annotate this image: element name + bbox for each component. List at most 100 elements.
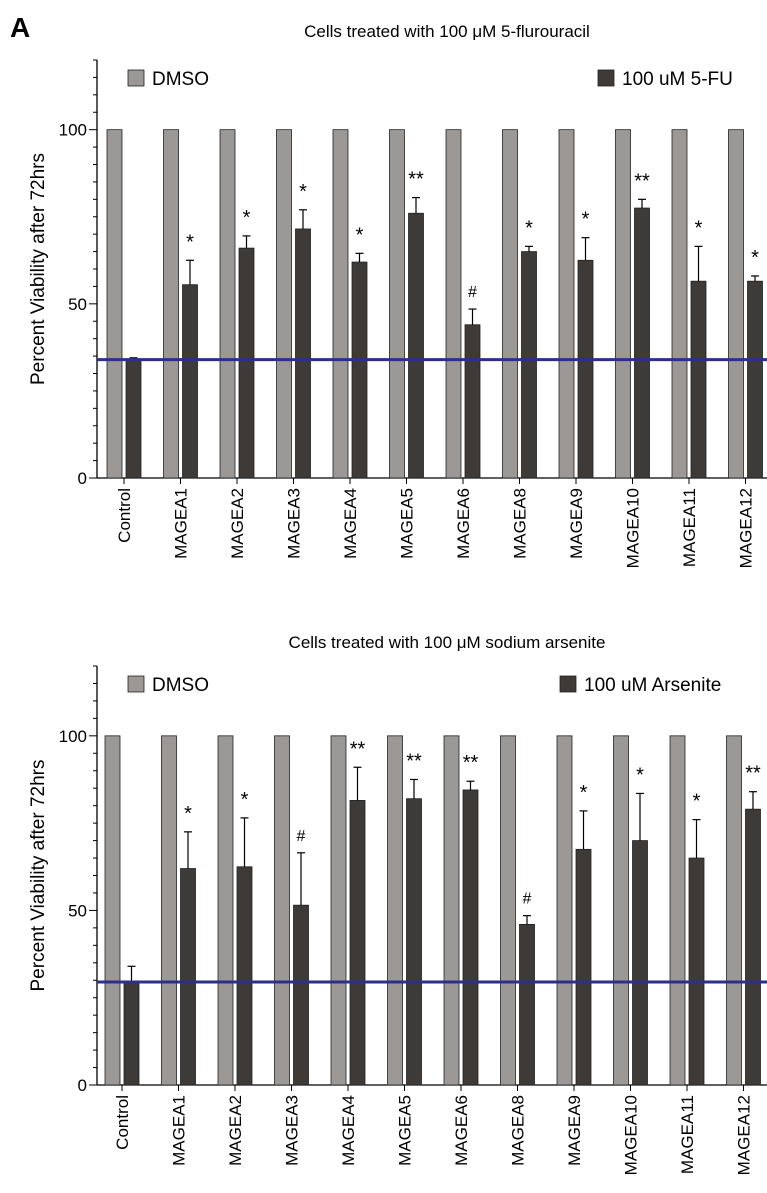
- chart-arsenite: Cells treated with 100 μM sodium arsenit…: [28, 633, 767, 1175]
- x-tick-label: MAGEA9: [565, 1095, 584, 1166]
- x-tick-label: MAGEA2: [226, 1095, 245, 1166]
- y-axis-label: Percent Viability after 72hrs: [28, 153, 49, 385]
- significance-label: *: [356, 224, 364, 246]
- chart-5fu: Cells treated with 100 μM 5-flurouracil P…: [28, 22, 767, 568]
- bar-treated-magea10: [632, 840, 648, 1086]
- bar-dmso-magea1: [161, 735, 177, 1086]
- x-tick-label: MAGEA3: [285, 488, 304, 559]
- x-tick-label: MAGEA3: [283, 1095, 302, 1166]
- y-tick-label: 100: [59, 727, 87, 746]
- x-tick-label: MAGEA8: [509, 1095, 528, 1166]
- bar-treated-magea1: [180, 868, 196, 1086]
- bar-treated-magea8: [521, 251, 537, 479]
- y-tick-label: 100: [59, 121, 87, 140]
- bar-dmso-magea6: [445, 129, 462, 479]
- bar-dmso-magea12: [728, 129, 744, 479]
- bar-treated-magea6: [464, 324, 481, 479]
- y-tick-label: 50: [68, 901, 87, 920]
- bar-dmso-control: [104, 735, 121, 1086]
- x-tick-label: Control: [115, 488, 134, 543]
- y-tick-label: 0: [78, 469, 87, 488]
- bar-treated-magea9: [575, 848, 592, 1086]
- bar-treated-magea3: [293, 904, 309, 1086]
- significance-label: *: [636, 764, 644, 786]
- x-tick-label: MAGEA2: [228, 488, 247, 559]
- significance-label: *: [695, 217, 703, 239]
- x-tick-label: MAGEA12: [735, 1095, 754, 1175]
- bar-treated-magea6: [462, 789, 479, 1086]
- significance-label: *: [241, 789, 249, 811]
- significance-label: #: [297, 828, 306, 845]
- significance-label: **: [634, 170, 650, 192]
- legend-swatch-treated: [559, 675, 577, 693]
- significance-label: #: [468, 284, 477, 301]
- bar-dmso-control: [106, 129, 123, 479]
- bar-dmso-magea10: [615, 129, 631, 479]
- y-tick-label: 50: [68, 295, 87, 314]
- x-tick-label: Control: [113, 1095, 132, 1150]
- bar-treated-magea4: [349, 800, 366, 1086]
- legend-label-dmso: DMSO: [152, 69, 209, 90]
- bar-dmso-magea4: [332, 129, 349, 479]
- significance-label: **: [463, 752, 479, 774]
- legend-swatch-dmso: [127, 69, 145, 87]
- bar-dmso-magea2: [217, 735, 234, 1086]
- x-tick-label: MAGEA8: [511, 488, 530, 559]
- bar-dmso-magea11: [669, 735, 686, 1086]
- legend-label-dmso: DMSO: [152, 675, 209, 696]
- bar-dmso-magea3: [274, 735, 290, 1086]
- bar-treated-magea3: [295, 228, 311, 479]
- bar-treated-magea11: [688, 857, 705, 1086]
- significance-label: *: [693, 791, 701, 813]
- x-tick-label: MAGEA11: [678, 1095, 697, 1174]
- bar-treated-control: [123, 981, 140, 1086]
- significance-label: *: [580, 782, 588, 804]
- significance-label: **: [406, 750, 422, 772]
- y-axis-label: Percent Viability after 72hrs: [28, 760, 49, 992]
- bar-dmso-magea5: [389, 129, 405, 479]
- panel-label: A: [10, 12, 30, 43]
- significance-label: *: [184, 803, 192, 825]
- significance-label: #: [523, 891, 532, 908]
- bar-dmso-magea8: [502, 129, 518, 479]
- legend-label-treated: 100 uM Arsenite: [584, 675, 721, 696]
- x-tick-label: MAGEA6: [452, 1095, 471, 1166]
- chart-title: Cells treated with 100 μM 5-flurouracil: [304, 22, 590, 41]
- bar-treated-magea12: [747, 280, 763, 479]
- bar-treated-magea9: [577, 259, 594, 479]
- bar-dmso-magea12: [726, 735, 742, 1086]
- legend-swatch-treated: [597, 69, 615, 87]
- x-tick-label: MAGEA1: [170, 1095, 189, 1166]
- bar-dmso-magea1: [163, 129, 179, 479]
- bar-dmso-magea3: [276, 129, 292, 479]
- bar-dmso-magea5: [387, 735, 403, 1086]
- x-tick-label: MAGEA1: [172, 488, 191, 559]
- x-tick-label: MAGEA6: [454, 488, 473, 559]
- legend-swatch-dmso: [127, 675, 145, 693]
- significance-label: *: [582, 209, 590, 231]
- bar-dmso-magea8: [500, 735, 516, 1086]
- x-tick-label: MAGEA11: [680, 488, 699, 567]
- x-tick-label: MAGEA4: [341, 488, 360, 559]
- bar-dmso-magea4: [330, 735, 347, 1086]
- bar-dmso-magea9: [556, 735, 573, 1086]
- bar-dmso-magea2: [219, 129, 236, 479]
- bar-treated-magea11: [690, 280, 707, 479]
- x-tick-label: MAGEA10: [624, 488, 643, 568]
- significance-label: **: [350, 738, 366, 760]
- x-tick-label: MAGEA12: [737, 488, 756, 568]
- significance-label: *: [243, 207, 251, 229]
- significance-label: *: [751, 247, 759, 269]
- bar-treated-magea2: [236, 866, 253, 1086]
- bar-dmso-magea10: [613, 735, 629, 1086]
- significance-label: *: [525, 217, 533, 239]
- bar-treated-magea5: [408, 212, 424, 479]
- bar-treated-magea1: [182, 284, 198, 479]
- significance-label: **: [745, 763, 761, 785]
- x-tick-label: MAGEA4: [339, 1095, 358, 1166]
- bar-treated-magea8: [519, 923, 535, 1086]
- bar-treated-magea4: [351, 261, 368, 479]
- bar-dmso-magea9: [558, 129, 575, 479]
- x-tick-label: MAGEA9: [567, 488, 586, 559]
